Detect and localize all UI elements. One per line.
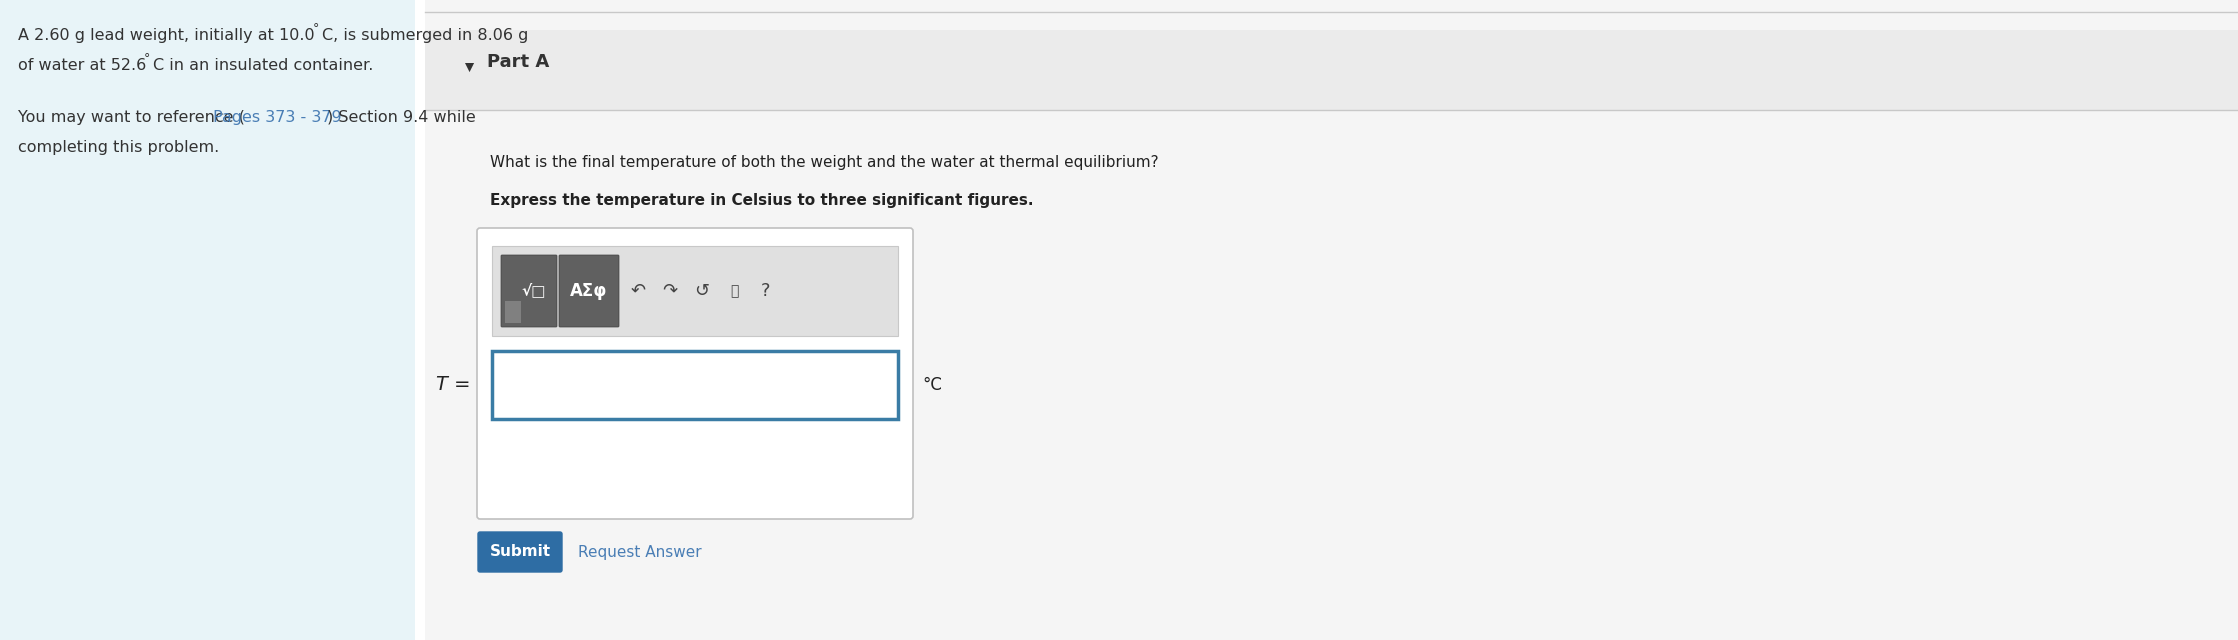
Text: ↺: ↺ (694, 282, 709, 300)
Bar (506, 301, 521, 323)
Text: C in an insulated container.: C in an insulated container. (152, 58, 374, 73)
Bar (492, 351, 897, 419)
Text: ?: ? (761, 282, 770, 300)
Text: Part A: Part A (488, 53, 548, 71)
Text: °: ° (313, 22, 320, 35)
Text: of water at 52.6: of water at 52.6 (18, 58, 152, 73)
Text: Express the temperature in Celsius to three significant figures.: Express the temperature in Celsius to th… (490, 193, 1034, 208)
FancyBboxPatch shape (560, 255, 620, 327)
Bar (425, 30, 2238, 110)
Text: ΑΣφ: ΑΣφ (571, 282, 609, 300)
Text: ↶: ↶ (631, 282, 645, 300)
Bar (425, 0, 2238, 640)
Text: °C: °C (922, 376, 942, 394)
Bar (492, 246, 897, 336)
Text: Request Answer: Request Answer (577, 545, 703, 559)
Text: You may want to reference (: You may want to reference ( (18, 110, 244, 125)
FancyBboxPatch shape (501, 255, 557, 327)
Bar (0, 0, 414, 640)
Text: °: ° (143, 52, 150, 65)
Text: T =: T = (436, 376, 470, 394)
Text: completing this problem.: completing this problem. (18, 140, 219, 155)
FancyBboxPatch shape (477, 228, 913, 519)
FancyBboxPatch shape (479, 532, 562, 572)
Text: ⬛: ⬛ (730, 284, 739, 298)
Text: √□: √□ (521, 284, 546, 298)
Text: What is the final temperature of both the weight and the water at thermal equili: What is the final temperature of both th… (490, 155, 1159, 170)
Text: Submit: Submit (490, 545, 551, 559)
Text: Pages 373 - 379: Pages 373 - 379 (213, 110, 342, 125)
Text: A 2.60 g lead weight, initially at 10.0: A 2.60 g lead weight, initially at 10.0 (18, 28, 320, 43)
Text: ) Section 9.4 while: ) Section 9.4 while (327, 110, 477, 125)
Text: C, is submerged in 8.06 g: C, is submerged in 8.06 g (322, 28, 528, 43)
Text: ↷: ↷ (662, 282, 678, 300)
Polygon shape (466, 63, 474, 72)
